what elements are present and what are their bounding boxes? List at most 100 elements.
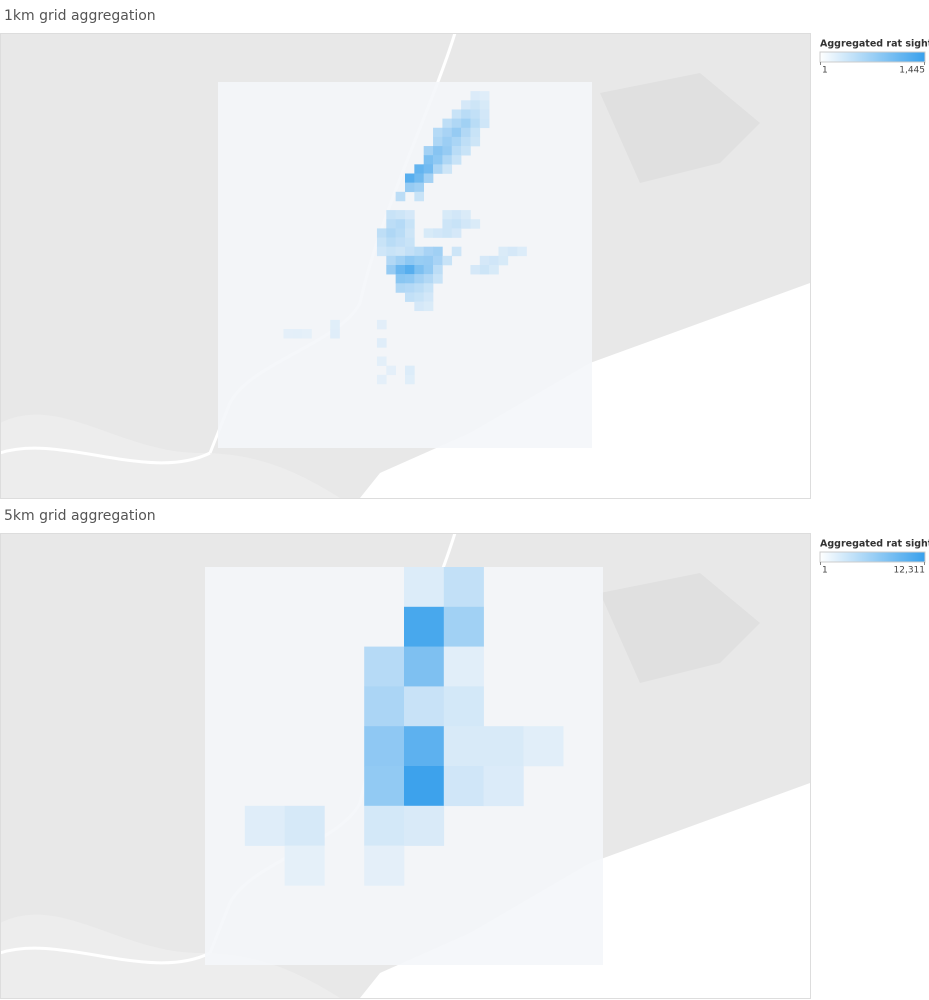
grid-cell — [442, 118, 453, 129]
grid-cell — [523, 726, 564, 767]
legend-min-label: 1 — [822, 66, 828, 76]
grid-cell — [414, 301, 424, 312]
grid-cell — [330, 319, 340, 330]
grid-cell — [470, 109, 481, 119]
legend-min-label: 1 — [822, 566, 828, 576]
grid-cell — [395, 246, 406, 257]
grid-cell — [395, 274, 406, 284]
grid-cell — [423, 246, 434, 257]
grid-cell — [479, 265, 490, 275]
map-border — [0, 533, 811, 999]
map — [0, 31, 812, 500]
legend-ramp — [819, 51, 926, 63]
grid-cell — [443, 686, 484, 727]
grid-cell — [433, 164, 443, 174]
grid-cell — [461, 118, 471, 129]
panel-title: 1km grid aggregation — [4, 8, 156, 24]
legend-ramp — [819, 551, 926, 563]
grid-cell — [405, 255, 415, 266]
grid-cell — [405, 292, 415, 302]
legend-max-label: 1,445 — [899, 66, 925, 76]
grid-cell — [461, 100, 471, 110]
grid-cell — [433, 127, 443, 138]
grid-cell — [364, 766, 405, 807]
grid-cell — [442, 164, 453, 174]
grid-cell — [517, 246, 527, 257]
grid-cell — [433, 274, 443, 284]
grid-cell — [405, 274, 415, 284]
grid-cell — [414, 292, 424, 302]
grid-cell — [451, 219, 462, 229]
grid-cell — [461, 219, 471, 229]
grid-cell — [451, 127, 462, 138]
grid-cell — [451, 118, 462, 129]
grid-cell — [386, 219, 396, 229]
grid-cell — [414, 274, 424, 284]
grid-cell — [489, 265, 499, 275]
grid-cell — [376, 338, 387, 348]
grid-cell — [330, 329, 340, 339]
grid-cell — [451, 155, 462, 165]
grid-cell — [414, 191, 424, 202]
grid-cell — [423, 228, 434, 238]
grid-cell — [405, 265, 415, 275]
legend-max-label: 12,311 — [894, 566, 926, 576]
grid-cell — [443, 646, 484, 687]
grid-cell — [451, 146, 462, 156]
grid-cell — [405, 182, 415, 193]
grid-cell — [244, 805, 285, 846]
grid-cell — [376, 246, 387, 257]
grid-cell — [414, 173, 424, 183]
grid-cell — [414, 283, 424, 293]
grid-cell — [405, 283, 415, 293]
panel: 1km grid aggregation Aggregated rat sight… — [0, 8, 929, 500]
grid-cell — [376, 237, 387, 247]
grid-cell — [423, 164, 434, 174]
grid-cell — [405, 374, 415, 385]
grid-cell — [470, 118, 481, 129]
grid-cell — [433, 155, 443, 165]
grid-cell — [433, 246, 443, 257]
map — [0, 531, 812, 1000]
grid-cell — [461, 146, 471, 156]
grid-cell — [405, 365, 415, 376]
grid-cell — [433, 255, 443, 266]
grid-cell — [423, 265, 434, 275]
grid-cell — [442, 255, 453, 266]
grid-cell — [423, 146, 434, 156]
grid-cell — [433, 228, 443, 238]
grid-cell — [376, 356, 387, 366]
grid-cell — [443, 567, 484, 608]
grid-cell — [386, 365, 396, 376]
grid-cell — [395, 228, 406, 238]
grid-cell — [404, 606, 445, 647]
grid-cell — [423, 292, 434, 302]
grid-cell — [507, 246, 518, 257]
grid-cell — [451, 228, 462, 238]
grid-cell — [479, 91, 490, 101]
grid-cell — [433, 146, 443, 156]
grid-cell — [442, 127, 453, 138]
grid-cell — [395, 283, 406, 293]
grid-cell — [364, 845, 405, 886]
legend: Aggregated rat sightin.. 1 1,445 — [819, 39, 929, 76]
grid-cell — [414, 255, 424, 266]
grid-cell — [364, 646, 405, 687]
grid-cell — [405, 219, 415, 229]
grid-cell — [443, 606, 484, 647]
grid-cell — [451, 246, 462, 257]
grid-cell — [443, 726, 484, 767]
grid-cell — [498, 246, 509, 257]
grid-cell — [404, 567, 445, 608]
grid-cell — [364, 726, 405, 767]
grid-cell — [470, 100, 481, 110]
grid-cell — [404, 686, 445, 727]
grid-cell — [423, 155, 434, 165]
grid-cell — [395, 255, 406, 266]
grid-cell — [386, 237, 396, 247]
grid-cell — [442, 228, 453, 238]
grid-cell — [414, 246, 424, 257]
grid-cell — [405, 246, 415, 257]
grid-cell — [395, 265, 406, 275]
grid-cell — [479, 255, 490, 266]
